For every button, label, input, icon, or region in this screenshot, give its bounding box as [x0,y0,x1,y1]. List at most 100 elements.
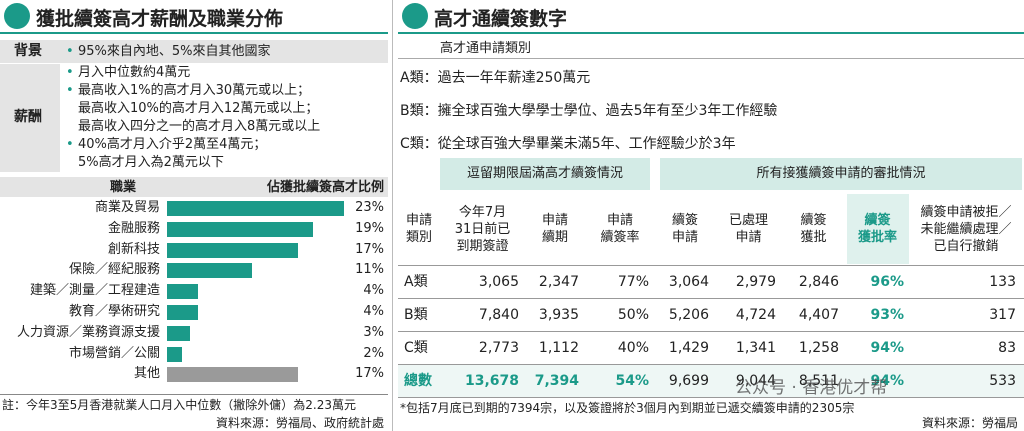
table-cell: 8,511 [798,373,839,389]
watermark: 公众号 · 香港优才帮 [735,378,888,398]
table-cell: 1,258 [798,340,839,356]
column-header: 31日前已 [454,221,511,237]
value-label: 17% [355,366,384,382]
bar [167,325,191,341]
table-cell: 13,678 [464,373,519,389]
group-bg [440,158,650,190]
bullet: • [66,65,74,80]
left-title: 獲批續簽高才薪酬及職業分佈 [36,8,284,30]
bar [167,221,314,237]
column-header: 申請 [671,230,698,245]
bar [167,346,183,362]
column-header: 今年7月 [458,204,507,220]
column-header: 已處理 [728,213,768,228]
table-cell: 5,206 [668,307,709,323]
value-label: 17% [355,241,384,257]
row-rule [398,364,1024,365]
value-label: 4% [363,283,384,299]
subtitle: 高才通申請類別 [440,41,532,56]
bar [167,242,298,258]
note: 註：今年3至5月香港就業人口月入中位數（撇除外傭）為2.23萬元 [2,398,356,412]
divider [392,0,393,431]
logo [402,3,428,29]
bar-header: 職業 [110,180,137,195]
row-bg [0,40,388,63]
table-cell: 1,341 [735,340,776,356]
text-line: 月入中位數約4萬元 [78,65,191,80]
table-cell: 533 [989,373,1016,389]
group: 所有接獲續簽申請的審批情況 [756,166,926,181]
bar [167,263,252,279]
rule [398,58,1024,59]
source: 資料來源：勞福局、政府統計處 [215,416,384,430]
column-header: 續簽率 [600,230,640,245]
table-cell: 133 [989,274,1016,290]
category-label: 保險／經紀服務 [68,262,160,278]
column-header: 獲批 [800,230,827,245]
row-label: 總數 [404,373,432,389]
bullet: • [66,137,74,152]
table-cell: 4,724 [735,307,776,323]
text-line: 5%高才月入為2萬元以下 [78,155,224,170]
group: 逗留期限屆滿高才續簽情況 [466,166,623,181]
bar-header-bg [0,177,388,197]
table-cell: 96% [870,274,904,290]
text-line: 最高收入1%的高才月入30萬元或以上； [78,83,311,98]
bar [167,367,298,383]
source: 資料來源：勞福局 [921,416,1018,430]
category-label: 其他 [133,366,160,382]
row-label: 薪酬 [14,109,42,125]
table-cell: 3,064 [668,274,709,290]
category-label: 創新科技 [107,241,160,257]
column-header: 未能繼續處理／ [920,221,1012,237]
class-line: B類：擁全球百強大學學士學位、過去5年有至少3年工作經驗 [400,103,778,119]
bullet: • [66,83,74,98]
row-rule [398,397,1024,398]
category-label: 人力資源／業務資源支援 [16,324,160,340]
table-cell: 83 [998,340,1016,356]
table-cell: 2,846 [798,274,839,290]
category-label: 商業及貿易 [94,200,160,215]
value-label: 23% [355,200,384,215]
table-cell: 2,347 [538,274,579,290]
column-header: 申請 [405,213,432,228]
row-rule [398,265,1024,266]
bar [167,201,345,216]
table-cell: 94% [870,340,904,356]
column-header: 續簽 [671,213,698,228]
row-label: 背景 [14,43,42,59]
column-header: 類別 [405,230,432,245]
right-title: 高才通續簽數字 [434,8,568,30]
row-rule [398,331,1024,332]
rule [0,394,388,395]
row-label: B類 [404,307,428,323]
value-label: 19% [355,220,384,236]
table-cell: 1,112 [538,340,579,356]
logo [4,3,30,29]
table-cell: 3,935 [538,307,579,323]
class-line: C類：從全球百強大學畢業未滿5年、工作經驗少於3年 [400,136,736,152]
table-cell: 317 [989,307,1016,323]
bar-header: 佔獲批續簽高才比例 [266,180,384,195]
table-cell: 2,979 [735,274,776,290]
table-cell: 1,429 [668,340,709,356]
text-line: 最高收入10%的高才月入12萬元或以上； [78,101,319,116]
column-header: 續簽申請被拒／ [920,204,1012,220]
column-header: 續簽 [864,213,891,228]
category-label: 金融服務 [107,220,160,236]
category-label: 建築／測量／工程建造 [29,283,160,299]
row-label: A類 [404,274,428,290]
table-cell: 4,407 [798,307,839,323]
group-bg [660,158,1022,190]
right-title-bar: 高才通續簽數字 [398,0,1024,34]
table-cell: 3,065 [478,274,519,290]
left-title-bar: 獲批續簽高才薪酬及職業分佈 [0,0,388,34]
value-label: 11% [355,262,384,278]
table-cell: 40% [617,340,649,356]
category-label: 市場營銷／公關 [68,345,160,361]
total-bg [398,365,1024,397]
table-cell: 7,394 [534,373,579,389]
text-line: 40%高才月入介乎2萬至4萬元； [78,137,267,152]
table-cell: 9,699 [668,373,709,389]
